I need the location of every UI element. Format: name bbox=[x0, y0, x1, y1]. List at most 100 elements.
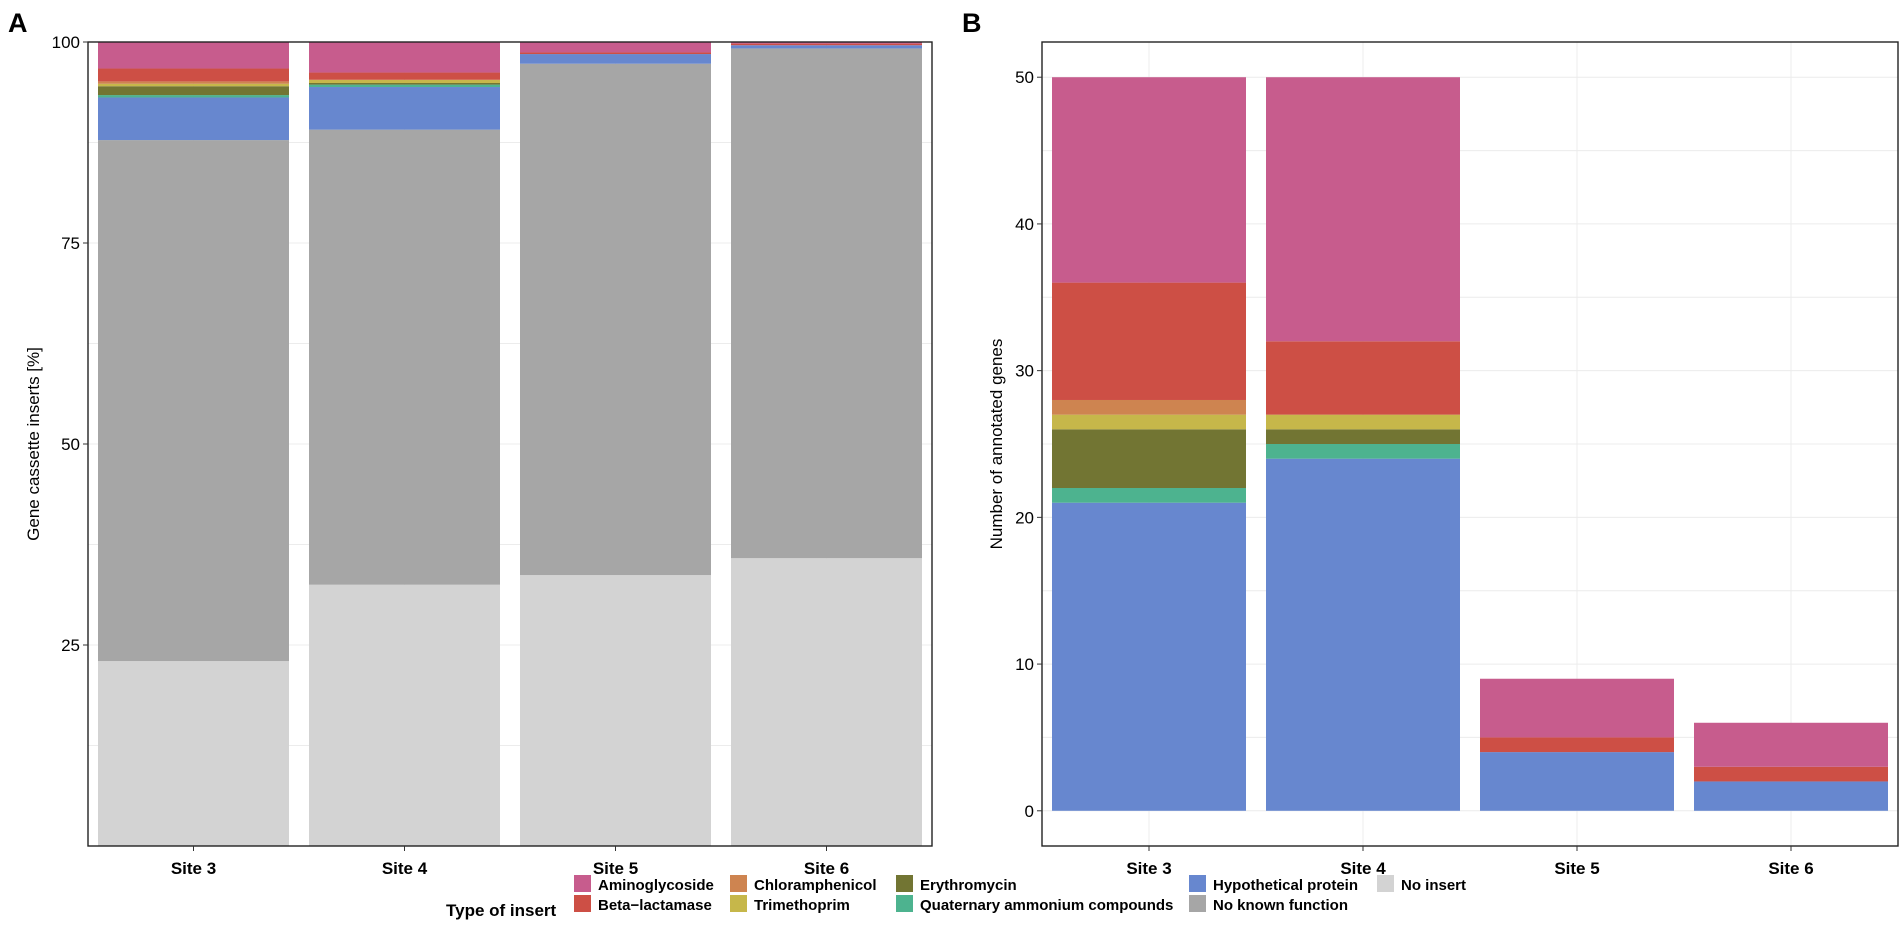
bar-segment-site-3-chloramphenicol bbox=[98, 81, 289, 84]
bar-segment-site-6-hypothetical-protein bbox=[1694, 781, 1888, 811]
bar-segment-site-4-no-insert bbox=[309, 584, 500, 846]
legend-swatch bbox=[1189, 875, 1206, 892]
y-tick-label: 0 bbox=[1025, 802, 1034, 821]
bar-segment-site-4-aminoglycoside bbox=[309, 42, 500, 73]
bar-segment-site-4-beta-lactamase bbox=[309, 72, 500, 80]
bar-segment-site-6-no-known-function bbox=[731, 48, 922, 559]
bar-segment-site-3-quaternary-ammonium-compounds bbox=[98, 95, 289, 98]
y-tick-label: 30 bbox=[1015, 362, 1034, 381]
legend-swatch bbox=[574, 895, 591, 912]
y-tick-label: 25 bbox=[61, 636, 80, 655]
bar-segment-site-3-no-known-function bbox=[98, 140, 289, 662]
x-tick-label: Site 5 bbox=[593, 859, 638, 878]
legend-swatch bbox=[1377, 875, 1394, 892]
bar-segment-site-5-hypothetical-protein bbox=[520, 54, 711, 64]
bar-segment-site-4-hypothetical-protein bbox=[1266, 458, 1460, 811]
bar-segment-site-3-quaternary-ammonium-compounds bbox=[1052, 488, 1246, 503]
legend-title: Type of insert bbox=[446, 901, 557, 920]
legend-label: Beta−lactamase bbox=[598, 897, 712, 914]
legend-swatch bbox=[730, 895, 747, 912]
bar-segment-site-4-trimethoprim bbox=[309, 79, 500, 84]
x-tick-label: Site 3 bbox=[171, 859, 216, 878]
legend-item-aminoglycoside: Aminoglycoside bbox=[574, 875, 714, 894]
panel-b-y-axis-title: Number of annotated genes bbox=[987, 339, 1006, 550]
legend-label: Chloramphenicol bbox=[754, 877, 877, 894]
x-tick-label: Site 6 bbox=[804, 859, 849, 878]
legend-swatch bbox=[574, 875, 591, 892]
legend-item-erythromycin: Erythromycin bbox=[896, 875, 1017, 894]
x-tick-label: Site 4 bbox=[1340, 859, 1386, 878]
y-tick-label: 50 bbox=[1015, 68, 1034, 87]
bar-segment-site-4-quaternary-ammonium-compounds bbox=[1266, 444, 1460, 459]
bar-segment-site-4-quaternary-ammonium-compounds bbox=[309, 84, 500, 88]
bar-segment-site-5-no-insert bbox=[520, 575, 711, 846]
legend-label: Erythromycin bbox=[920, 877, 1017, 894]
legend-swatch bbox=[1189, 895, 1206, 912]
bar-segment-site-6-no-insert bbox=[731, 558, 922, 846]
legend-label: Quaternary ammonium compounds bbox=[920, 897, 1173, 914]
bar-segment-site-4-beta-lactamase bbox=[1266, 341, 1460, 415]
bar-segment-site-6-beta-lactamase bbox=[731, 43, 922, 46]
y-tick-label: 75 bbox=[61, 234, 80, 253]
y-tick-label: 10 bbox=[1015, 655, 1034, 674]
bar-segment-site-3-beta-lactamase bbox=[1052, 282, 1246, 400]
x-tick-label: Site 3 bbox=[1126, 859, 1171, 878]
bar-segment-site-4-hypothetical-protein bbox=[309, 87, 500, 130]
panel-a-ticks: 25 50 75 100 Site 3 Site 4 Site 5 Site 6 bbox=[52, 33, 850, 878]
legend-item-no-known-function: No known function bbox=[1189, 895, 1348, 914]
legend-label: Aminoglycoside bbox=[598, 877, 714, 894]
bar-segment-site-3-aminoglycoside bbox=[98, 42, 289, 69]
legend-item-chloramphenicol: Chloramphenicol bbox=[730, 875, 877, 894]
bar-segment-site-5-beta-lactamase bbox=[1480, 737, 1674, 753]
panel-b-letter: B bbox=[962, 8, 982, 38]
legend-swatch bbox=[896, 875, 913, 892]
bar-segment-site-6-aminoglycoside bbox=[1694, 722, 1888, 767]
bar-segment-site-4-aminoglycoside bbox=[1266, 77, 1460, 342]
x-tick-label: Site 6 bbox=[1768, 859, 1813, 878]
panel-a-y-axis-title: Gene cassette inserts [%] bbox=[24, 347, 43, 541]
bar-segment-site-5-aminoglycoside bbox=[1480, 678, 1674, 738]
legend-swatch bbox=[896, 895, 913, 912]
legend-item-hypothetical-protein: Hypothetical protein bbox=[1189, 875, 1358, 894]
bar-segment-site-6-hypothetical-protein bbox=[731, 45, 922, 49]
panel-b-frame bbox=[1041, 41, 1899, 847]
panel-b-ticks: 0 10 20 30 40 50 Site 3 Site 4 Site 5 Site 6 bbox=[1015, 68, 1814, 878]
panel-b: B 0 10 20 30 40 50 Site 3 Site 4 Site 5 Site 6 Nu… bbox=[962, 8, 1899, 878]
panel-a: A 25 50 75 100 Site 3 Site 4 Site 5 Site 6 Gene… bbox=[8, 8, 933, 878]
bar-segment-site-4-trimethoprim bbox=[1266, 414, 1460, 430]
bar-segment-site-3-chloramphenicol bbox=[1052, 399, 1246, 415]
bar-segment-site-5-hypothetical-protein bbox=[1480, 752, 1674, 811]
legend-swatch bbox=[730, 875, 747, 892]
y-tick-label: 20 bbox=[1015, 508, 1034, 527]
x-tick-label: Site 4 bbox=[382, 859, 428, 878]
legend-item-quaternary-ammonium-compounds: Quaternary ammonium compounds bbox=[896, 895, 1173, 914]
legend-items: Aminoglycoside Beta−lactamase Chlorampheni… bbox=[574, 875, 1466, 914]
bar-segment-site-4-erythromycin bbox=[1266, 429, 1460, 444]
bar-segment-site-6-beta-lactamase bbox=[1694, 766, 1888, 782]
legend-label: Hypothetical protein bbox=[1213, 877, 1358, 894]
bar-segment-site-3-hypothetical-protein bbox=[1052, 502, 1246, 811]
bar-segment-site-3-no-insert bbox=[98, 661, 289, 846]
panel-b-bars bbox=[1052, 77, 1888, 811]
bar-segment-site-3-beta-lactamase bbox=[98, 68, 289, 82]
bar-segment-site-5-no-known-function bbox=[520, 63, 711, 576]
legend: Type of insert Aminoglycoside Beta−lactam… bbox=[446, 875, 1466, 920]
panel-a-letter: A bbox=[8, 8, 28, 38]
bar-segment-site-3-aminoglycoside bbox=[1052, 77, 1246, 283]
bar-segment-site-4-no-known-function bbox=[309, 129, 500, 585]
bar-segment-site-3-trimethoprim bbox=[98, 83, 289, 87]
bar-segment-site-3-erythromycin bbox=[1052, 429, 1246, 489]
y-tick-label: 50 bbox=[61, 435, 80, 454]
legend-item-trimethoprim: Trimethoprim bbox=[730, 895, 850, 914]
bar-segment-site-3-erythromycin bbox=[98, 86, 289, 96]
legend-item-no-insert: No insert bbox=[1377, 875, 1466, 894]
y-tick-label: 40 bbox=[1015, 215, 1034, 234]
legend-item-beta-lactamase: Beta−lactamase bbox=[574, 895, 712, 914]
legend-label: No known function bbox=[1213, 897, 1348, 914]
x-tick-label: Site 5 bbox=[1554, 859, 1599, 878]
y-tick-label: 100 bbox=[52, 33, 80, 52]
legend-label: No insert bbox=[1401, 877, 1466, 894]
bar-segment-site-4-erythromycin bbox=[309, 83, 500, 85]
bar-segment-site-5-aminoglycoside bbox=[520, 42, 711, 53]
